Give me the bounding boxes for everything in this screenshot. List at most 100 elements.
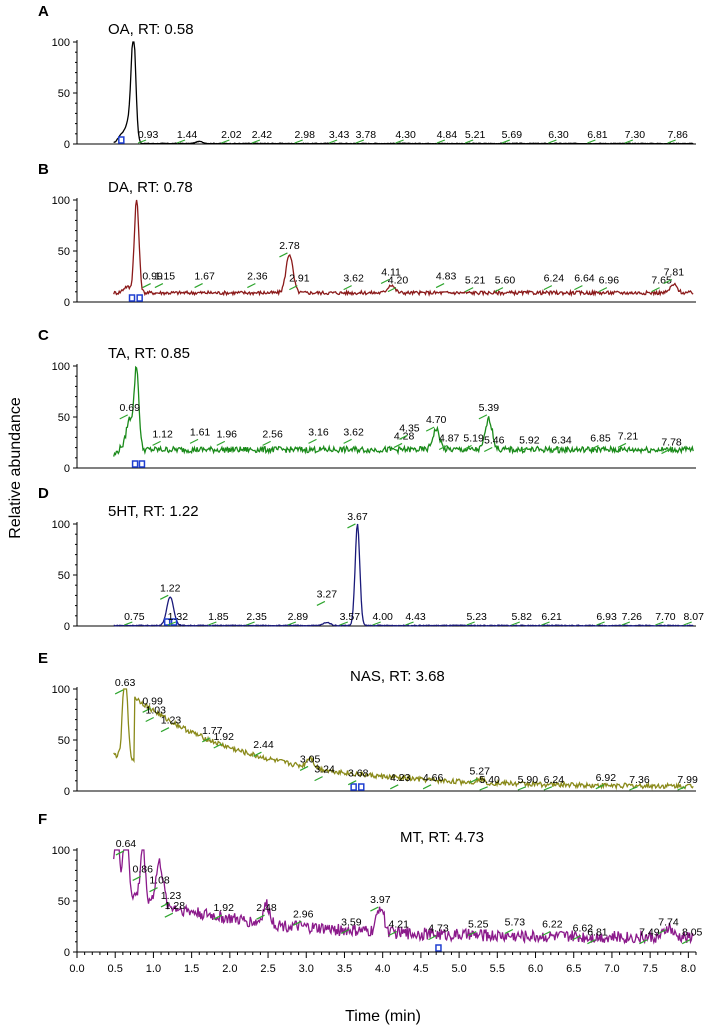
peak-label: 3.78 [356,129,377,141]
label-leader [167,621,177,626]
peak-label: 1.22 [160,582,181,594]
peak-label: 3.62 [343,273,364,285]
peak-label: 7.21 [618,430,639,442]
peak-label: 5.25 [468,919,489,931]
label-leader [574,285,583,291]
panels: A OA, RT: 0.58 0 50 100 0.93 1.44 2.02 2.42 2.98 3… [38,3,704,959]
label-leader [132,875,141,881]
y-tick-label: 100 [52,845,70,857]
peak-label: 1.92 [214,731,235,743]
peak-label: 3.62 [343,426,364,438]
label-leader [422,784,432,790]
trace-line [113,849,694,945]
x-tick-label: 7.5 [642,963,657,975]
label-leader [389,784,399,790]
label-leader [663,278,673,285]
peak-label: 2.56 [262,428,283,440]
trace-line [113,41,694,145]
peak-label: 6.92 [596,772,617,784]
label-leader [587,139,596,144]
label-leader [683,621,692,626]
y-tick-label: 100 [52,195,70,207]
peak-label: 7.78 [661,437,682,449]
label-leader [467,930,477,937]
panel-title: DA, RT: 0.78 [108,179,193,196]
y-tick-label: 0 [64,786,70,798]
peak-label: 4.00 [372,611,393,623]
x-tick-label: 4.0 [375,963,390,975]
x-tick-label: 0.0 [69,963,84,975]
label-leader [483,446,493,453]
label-leader [617,442,627,448]
label-leader [595,784,605,790]
trace-line [113,523,694,627]
peak-label: 5.19 [463,432,484,444]
y-tick-label: 50 [58,570,70,582]
peak-label: 6.93 [596,611,617,623]
label-leader [388,930,397,937]
peak-label: 3.57 [340,611,361,623]
label-leader [438,444,448,451]
peak-label: 5.46 [484,435,505,447]
panel-letter: B [38,161,49,178]
peak-label: 2.48 [256,902,277,914]
label-leader [347,523,356,529]
peak-label: 1.08 [149,875,170,887]
peak-label: 3.27 [317,588,338,600]
label-leader [299,765,309,771]
label-leader [494,287,504,293]
peak-label: 7.26 [622,611,643,623]
label-leader [639,939,648,945]
peak-label: 3.68 [348,768,369,780]
peak-label: 4.66 [423,772,444,784]
y-tick-label: 0 [64,947,70,959]
peak-label: 3.43 [329,129,350,141]
peak-label: 0.86 [133,863,154,875]
peak-label: 7.86 [667,129,688,141]
integration-marker [118,136,125,144]
label-leader [543,786,553,791]
peak-label: 4.43 [405,611,426,623]
peak-label: 0.69 [120,402,141,414]
peak-label: 6.34 [551,435,572,447]
label-leader [463,444,472,451]
peak-label: 5.92 [519,435,540,447]
peak-label: 4.11 [381,266,401,278]
panel-letter: D [38,485,49,502]
panel-f: F MT, RT: 4.73 0 50 100 0.64 0.861.08 1.231.28 1… [38,811,703,959]
peak-label: 1.77 [202,725,223,737]
label-leader [466,621,475,626]
label-leader [294,139,303,144]
label-leader [677,786,686,791]
y-tick-label: 50 [58,735,70,747]
peak-label: 1.12 [152,428,173,440]
peak-label: 5.69 [502,129,523,141]
trace-line [113,199,694,297]
peak-label: 1.61 [190,426,211,438]
label-leader [548,139,557,144]
label-leader [347,780,357,786]
label-leader [246,621,255,626]
label-leader [501,139,511,144]
peak-label: 3.16 [308,426,329,438]
label-leader [395,139,404,144]
peak-label: 2.42 [252,129,273,141]
x-axis-label: Time (min) [345,1008,421,1025]
peak-label: 1.23 [161,890,182,902]
peak-label: 6.64 [574,273,595,285]
peak-label: 2.35 [246,611,267,623]
label-leader [519,446,528,453]
label-leader [160,902,170,908]
peak-label: 4.21 [389,919,410,931]
y-tick-label: 50 [58,88,70,100]
peak-label: 5.60 [495,275,516,287]
label-leader [124,621,133,626]
peak-label: 7.74 [658,916,679,928]
y-tick-label: 0 [64,297,70,309]
label-leader [425,426,435,432]
peak-label: 8.05 [682,927,703,939]
panel-title: OA, RT: 0.58 [108,21,194,38]
label-leader [164,912,174,918]
label-leader [598,287,608,293]
panel-letter: F [38,811,47,828]
